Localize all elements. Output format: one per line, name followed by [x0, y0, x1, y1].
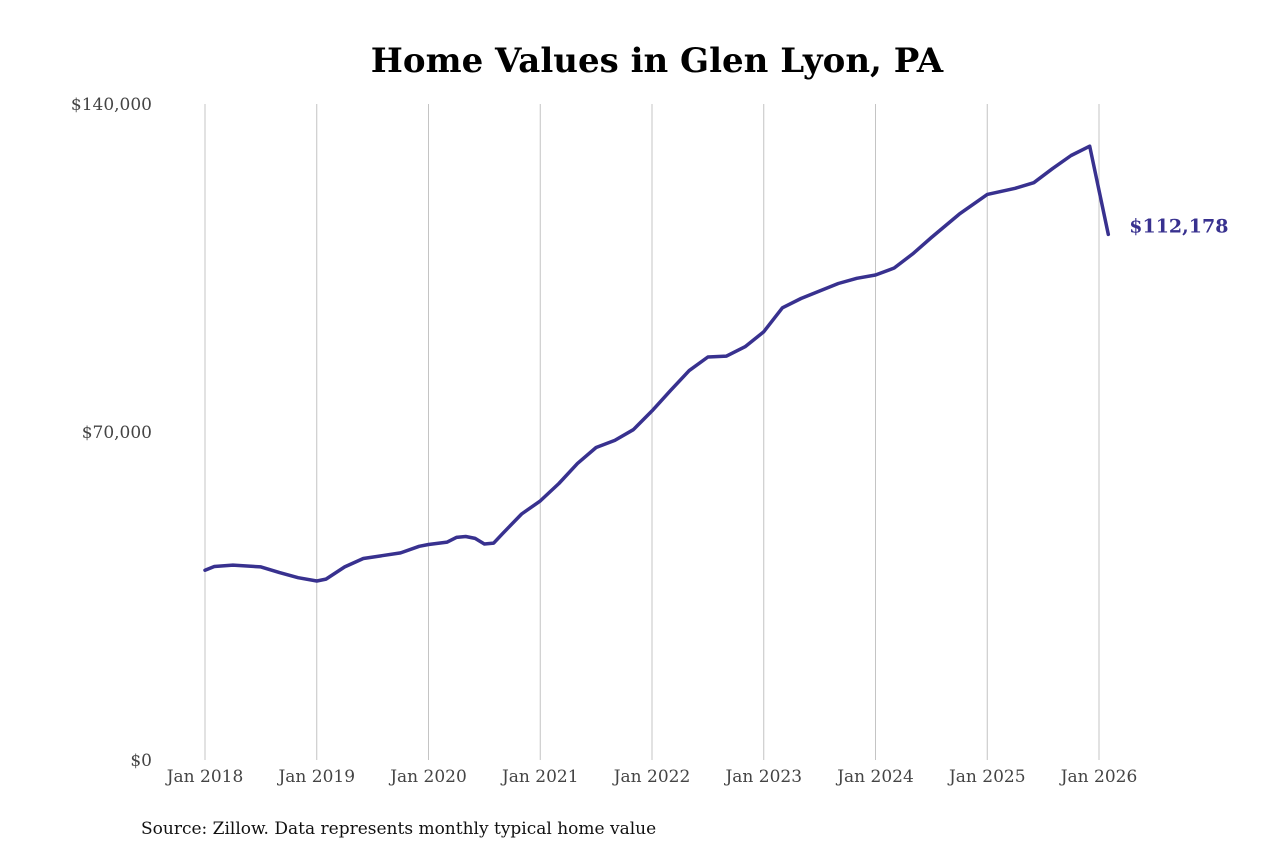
x-tick-label: Jan 2019: [276, 767, 355, 787]
x-tick-label: Jan 2026: [1059, 767, 1138, 787]
x-tick-label: Jan 2024: [835, 767, 914, 787]
y-tick-label: $140,000: [71, 95, 152, 115]
x-tick-label: Jan 2025: [947, 767, 1026, 787]
chart-title: Home Values in Glen Lyon, PA: [371, 41, 944, 81]
series-line: [203, 144, 1111, 583]
x-tick-label: Jan 2023: [723, 767, 802, 787]
x-tick-label: Jan 2018: [165, 767, 244, 787]
y-tick-label: $0: [130, 751, 152, 771]
x-tick-label: Jan 2022: [612, 767, 691, 787]
x-axis: Jan 2018 Jan 2019 Jan 2020 Jan 2021 Jan 2022…: [165, 767, 1138, 787]
x-tick-label: Jan 2020: [388, 767, 467, 787]
series-layer: $112,178: [203, 144, 1228, 583]
y-tick-label: $70,000: [82, 423, 152, 443]
x-tick-label: Jan 2021: [500, 767, 579, 787]
end-value-label: $112,178: [1129, 215, 1228, 237]
y-axis: $0 $70,000 $140,000: [71, 95, 152, 771]
gridlines: [204, 104, 1100, 760]
source-note: Source: Zillow. Data represents monthly …: [141, 819, 656, 839]
